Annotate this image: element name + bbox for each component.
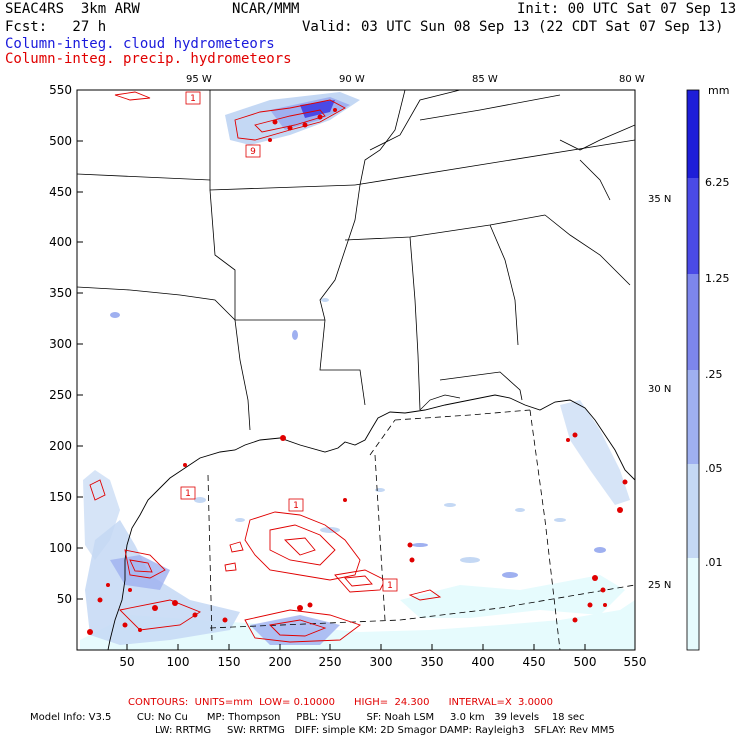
contour-label: 1 bbox=[185, 489, 191, 499]
graticule-labels: 95 W 90 W 85 W 80 W 35 N 30 N 25 N bbox=[186, 74, 671, 591]
model-info: Model Info: V3.5 CU: No Cu MP: Thompson … bbox=[30, 712, 585, 723]
contour-label: 9 bbox=[250, 147, 256, 157]
model-title: SEAC4RS 3km ARW bbox=[5, 1, 140, 17]
y-tick-label: 350 bbox=[49, 286, 72, 300]
coastline bbox=[107, 394, 635, 650]
y-tick-label: 300 bbox=[49, 337, 72, 351]
y-tick-label: 50 bbox=[57, 592, 72, 606]
contour-label: 1 bbox=[190, 94, 196, 104]
y-tick-label: 150 bbox=[49, 490, 72, 504]
y-tick-label: 200 bbox=[49, 439, 72, 453]
y-tick-label: 500 bbox=[49, 134, 72, 148]
cloud-shading bbox=[80, 92, 635, 650]
colorbar-unit: mm bbox=[708, 84, 729, 97]
y-tick-label: 100 bbox=[49, 541, 72, 555]
lon-label: 85 W bbox=[472, 74, 498, 85]
x-tick-label: 350 bbox=[421, 655, 444, 669]
x-tick-label: 100 bbox=[167, 655, 190, 669]
forecast-hour: Fcst: 27 h bbox=[5, 19, 107, 35]
x-tick-label: 500 bbox=[574, 655, 597, 669]
init-time: Init: 00 UTC Sat 07 Sep 13 bbox=[517, 1, 737, 17]
y-tick-label: 550 bbox=[49, 83, 72, 97]
x-tick-label: 400 bbox=[472, 655, 495, 669]
cloud-field-label: Column-integ. cloud hydrometeors bbox=[5, 36, 275, 52]
colorbar-level: .25 bbox=[705, 368, 723, 381]
x-tick-label: 300 bbox=[370, 655, 393, 669]
x-tick-labels: 50 100 150 200 250 300 350 400 450 500 5… bbox=[119, 655, 646, 669]
y-tick-label: 450 bbox=[49, 185, 72, 199]
nested-domain-boundary bbox=[207, 409, 635, 650]
colorbar-level: .05 bbox=[705, 462, 723, 475]
lat-label: 30 N bbox=[648, 384, 671, 395]
colorbar-level: .01 bbox=[705, 556, 723, 569]
lon-label: 80 W bbox=[619, 74, 645, 85]
colorbar: mm 6.25 1.25 .25 .05 .01 bbox=[686, 84, 730, 651]
center-label: NCAR/MMM bbox=[232, 1, 300, 17]
y-tick-labels: 50 100 150 200 250 300 350 400 450 500 5… bbox=[49, 83, 72, 606]
colorbar-level: 1.25 bbox=[705, 272, 730, 285]
contour-label: 1 bbox=[387, 581, 393, 591]
y-tick-label: 400 bbox=[49, 235, 72, 249]
contour-label: 1 bbox=[293, 501, 299, 511]
lon-label: 95 W bbox=[186, 74, 212, 85]
x-tick-label: 150 bbox=[218, 655, 241, 669]
valid-time: Valid: 03 UTC Sun 08 Sep 13 (22 CDT Sat … bbox=[302, 19, 724, 35]
lat-label: 25 N bbox=[648, 580, 671, 591]
contour-info: CONTOURS: UNITS=mm LOW= 0.10000 HIGH= 24… bbox=[128, 697, 554, 708]
x-tick-label: 250 bbox=[319, 655, 342, 669]
x-tick-label: 50 bbox=[119, 655, 134, 669]
lon-label: 90 W bbox=[339, 74, 365, 85]
precip-cells bbox=[87, 108, 628, 635]
lat-label: 35 N bbox=[648, 194, 671, 205]
precip-contours bbox=[89, 91, 442, 643]
x-tick-label: 550 bbox=[624, 655, 647, 669]
x-tick-label: 200 bbox=[269, 655, 292, 669]
precip-field-label: Column-integ. precip. hydrometeors bbox=[5, 51, 292, 67]
contour-labels: 1 9 1 1 1 bbox=[180, 91, 398, 592]
plot-frame bbox=[76, 89, 636, 651]
x-tick-label: 450 bbox=[523, 655, 546, 669]
y-tick-label: 250 bbox=[49, 388, 72, 402]
axis-ticks bbox=[77, 89, 586, 650]
physics-info: LW: RRTMG SW: RRTMG DIFF: simple KM: 2D … bbox=[155, 725, 615, 736]
state-boundaries bbox=[77, 90, 635, 431]
colorbar-level: 6.25 bbox=[705, 176, 730, 189]
